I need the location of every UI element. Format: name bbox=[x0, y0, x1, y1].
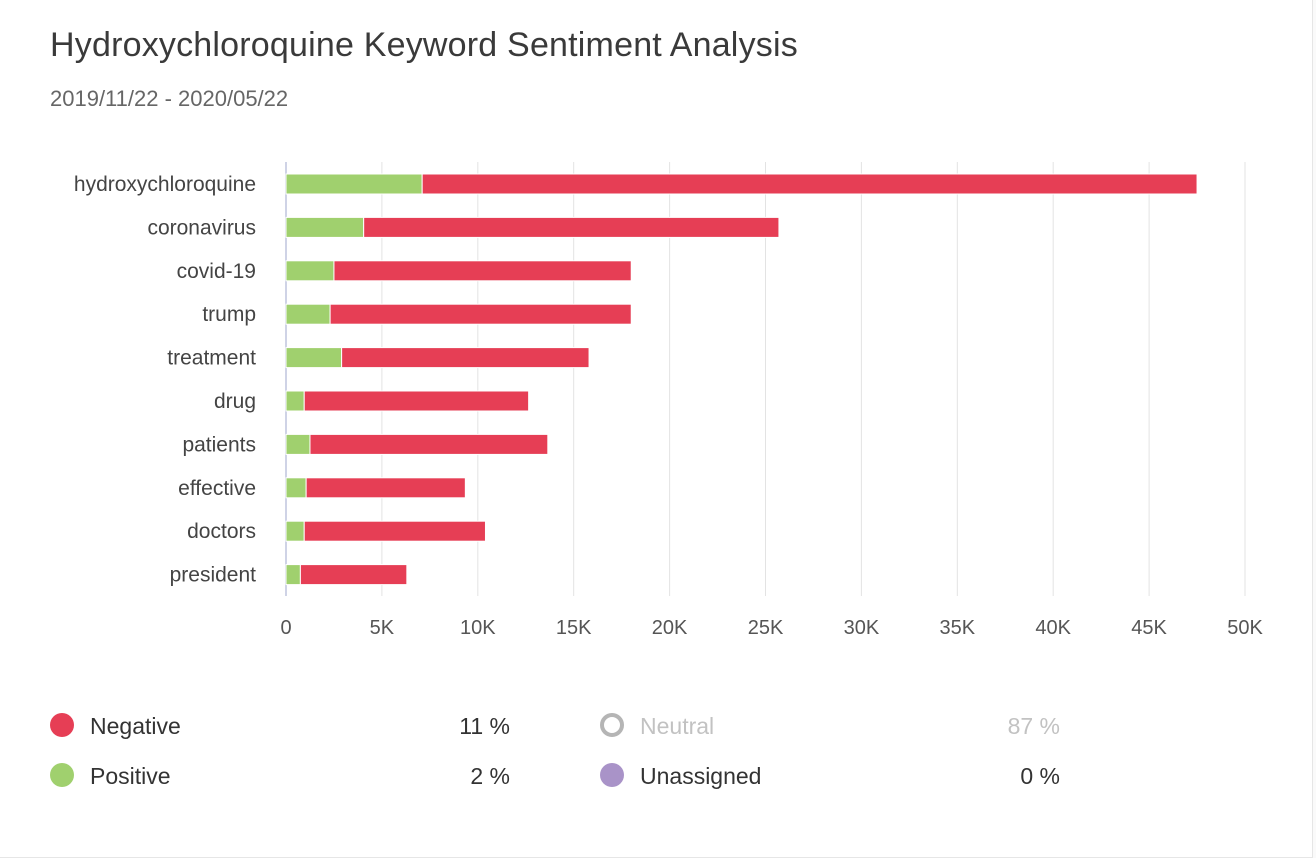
category-label: doctors bbox=[187, 520, 256, 543]
x-tick-label: 45K bbox=[1131, 617, 1167, 639]
legend-value: 87 % bbox=[1007, 713, 1060, 739]
legend-label: Neutral bbox=[640, 713, 715, 739]
legend-item-positive[interactable]: Positive 2 % bbox=[50, 761, 510, 791]
bar-negative bbox=[305, 477, 466, 499]
legend-item-negative[interactable]: Negative 11 % bbox=[50, 711, 510, 741]
category-label: treatment bbox=[167, 347, 256, 370]
category-label: covid-19 bbox=[177, 260, 256, 283]
legend-value: 2 % bbox=[470, 763, 510, 789]
bar-positive bbox=[285, 173, 423, 195]
legend-item-neutral[interactable]: Neutral 87 % bbox=[600, 711, 1060, 741]
legend-label: Positive bbox=[90, 763, 171, 789]
bar-positive bbox=[285, 520, 305, 542]
legend-label: Negative bbox=[90, 713, 181, 739]
x-tick-label: 20K bbox=[652, 617, 688, 639]
bar-negative bbox=[309, 433, 549, 455]
bar-positive bbox=[285, 390, 305, 412]
bar-negative bbox=[303, 520, 486, 542]
bar-negative bbox=[333, 260, 632, 282]
x-tick-label: 40K bbox=[1035, 617, 1071, 639]
bar-positive bbox=[285, 564, 301, 586]
category-label: drug bbox=[214, 390, 256, 413]
x-tick-label: 50K bbox=[1227, 617, 1263, 639]
date-range: 2019/11/22 - 2020/05/22 bbox=[50, 86, 289, 111]
x-tick-label: 35K bbox=[940, 617, 976, 639]
legend-value: 11 % bbox=[459, 713, 510, 739]
bar-negative bbox=[363, 216, 780, 238]
unassigned-dot-icon bbox=[600, 763, 624, 787]
bar-positive bbox=[285, 260, 335, 282]
bar-positive bbox=[285, 433, 311, 455]
bar-negative bbox=[421, 173, 1198, 195]
chart-title: Hydroxychloroquine Keyword Sentiment Ana… bbox=[50, 26, 798, 64]
bar-positive bbox=[285, 216, 365, 238]
bar-negative bbox=[303, 390, 530, 412]
category-label: president bbox=[170, 564, 257, 587]
bar-negative bbox=[299, 564, 408, 586]
bar-positive bbox=[285, 303, 331, 325]
legend-value: 0 % bbox=[1020, 763, 1060, 789]
legend-item-unassigned[interactable]: Unassigned 0 % bbox=[600, 761, 1060, 791]
bar-negative bbox=[329, 303, 632, 325]
negative-dot-icon bbox=[50, 713, 74, 737]
x-tick-label: 0 bbox=[280, 617, 291, 639]
legend-label: Unassigned bbox=[640, 763, 762, 789]
x-tick-label: 5K bbox=[370, 617, 395, 639]
bar-positive bbox=[285, 477, 307, 499]
category-label: trump bbox=[202, 303, 256, 326]
category-label: patients bbox=[182, 433, 256, 456]
x-tick-label: 30K bbox=[844, 617, 880, 639]
x-tick-label: 25K bbox=[748, 617, 784, 639]
category-label: effective bbox=[178, 477, 256, 500]
x-tick-label: 15K bbox=[556, 617, 592, 639]
neutral-dot-icon bbox=[600, 713, 624, 737]
bar-negative bbox=[341, 347, 590, 369]
positive-dot-icon bbox=[50, 763, 74, 787]
x-tick-label: 10K bbox=[460, 617, 496, 639]
bar-positive bbox=[285, 347, 343, 369]
category-label: coronavirus bbox=[147, 216, 256, 239]
bar-chart: 0 5K 10K 15K 20K 25K 30K 35K 40K 45K 50K hydroxychl… bbox=[74, 162, 1263, 639]
category-label: hydroxychloroquine bbox=[74, 173, 256, 196]
